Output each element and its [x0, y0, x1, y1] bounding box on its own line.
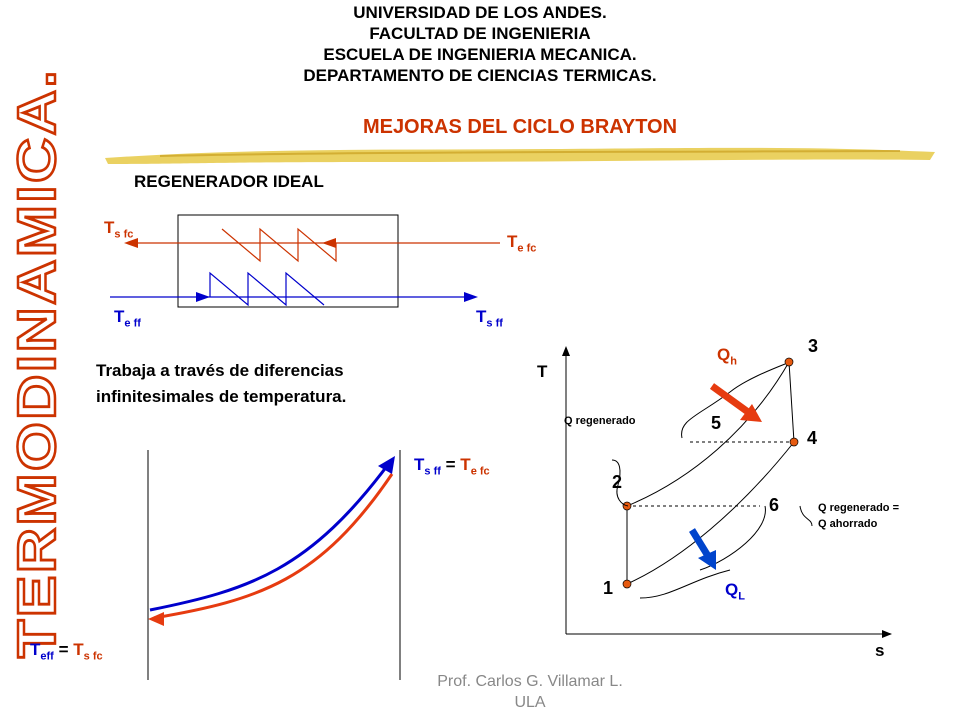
state-point-1 [622, 579, 632, 589]
ql-arrow-shaft [689, 528, 711, 558]
ts-y-axis-arrow [562, 346, 570, 356]
cold-curve-arrow [378, 456, 395, 474]
label-t-s-fc: Ts fc [104, 218, 134, 241]
label-ts-ff-equals-te-fc: Ts ff = Te fc [414, 455, 490, 478]
label-teff-equals-ts-fc: Teff = Ts fc [30, 640, 103, 663]
brace-2-5 [611, 459, 629, 507]
slide-subtitle: MEJORAS DEL CICLO BRAYTON [362, 116, 678, 138]
side-title-text: TERMODINAMICA. [12, 68, 62, 658]
state-label-6: 6 [769, 495, 780, 515]
label-q-regenerado-ahorrado: Q regenerado = Q ahorrado [818, 502, 900, 530]
cold-stream-inlet-arrow [196, 292, 210, 302]
ts-x-axis-arrow [882, 630, 892, 638]
qh-arrow-head [740, 404, 762, 422]
label-t-e-ff: Te ff [114, 307, 141, 330]
footer: Prof. Carlos G. Villamar L. ULA [0, 671, 960, 713]
cold-stream-temperature-curve [149, 461, 392, 612]
label-t-s-ff: Ts ff [476, 307, 503, 330]
process-3-4 [788, 361, 795, 443]
regenerator-box [177, 214, 399, 308]
footer-line-2: ULA [514, 694, 546, 711]
ts-y-axis-label: T [537, 362, 548, 381]
label-ql: QL [725, 580, 745, 603]
state-label-2: 2 [612, 472, 623, 492]
hot-stream-temperature-curve [153, 473, 394, 620]
ts-x-axis-label: s [875, 641, 885, 660]
state-point-3 [784, 357, 794, 367]
header-line-1: UNIVERSIDAD DE LOS ANDES. [353, 3, 607, 22]
hot-stream-outlet-arrow [124, 238, 138, 248]
regenerator-description: Trabaja a través de diferencias infinite… [96, 358, 346, 410]
side-title-vertical: TERMODINAMICA. [12, 67, 62, 660]
cold-stream-coil [209, 271, 325, 307]
state-label-3: 3 [808, 336, 819, 356]
brace-ql [639, 569, 731, 599]
label-t-e-fc: Te fc [507, 232, 537, 255]
qh-arrow-shaft [709, 383, 751, 415]
state-label-1: 1 [603, 578, 614, 598]
cold-stream-outlet-arrow [464, 292, 478, 302]
header-line-2: FACULTAD DE INGENIERIA [369, 24, 591, 43]
hot-stream-inlet-arrow [322, 238, 336, 248]
brush-stroke-decoration [105, 147, 935, 164]
brace-6 [799, 505, 813, 527]
brace-q-regenerado-upper [681, 363, 786, 439]
state-point-4 [789, 437, 799, 447]
process-4-1 [626, 441, 795, 585]
header-line-3: ESCUELA DE INGENIERIA MECANICA. [323, 45, 637, 64]
hot-stream-coil [221, 227, 337, 263]
label-qh: Qh [717, 345, 737, 368]
hot-curve-arrow [148, 612, 164, 626]
state-label-5: 5 [711, 413, 722, 433]
temperature-profile-plot [147, 450, 401, 680]
institution-header: UNIVERSIDAD DE LOS ANDES. FACULTAD DE IN… [0, 2, 960, 86]
footer-line-1: Prof. Carlos G. Villamar L. [437, 673, 623, 690]
ql-arrow-head [698, 550, 716, 570]
description-line-1: Trabaja a través de diferencias [96, 361, 344, 380]
ts-diagram [562, 346, 892, 638]
regenerator-title: REGENERADOR IDEAL [134, 172, 324, 191]
description-line-2: infinitesimales de temperatura. [96, 387, 347, 406]
header-line-4: DEPARTAMENTO DE CIENCIAS TERMICAS. [303, 66, 657, 85]
brace-q-regenerado-lower [699, 505, 766, 571]
label-q-regenerado: Q regenerado [564, 415, 636, 427]
regenerator-schematic [110, 214, 500, 308]
state-label-4: 4 [807, 428, 818, 448]
process-2-3 [626, 361, 790, 507]
